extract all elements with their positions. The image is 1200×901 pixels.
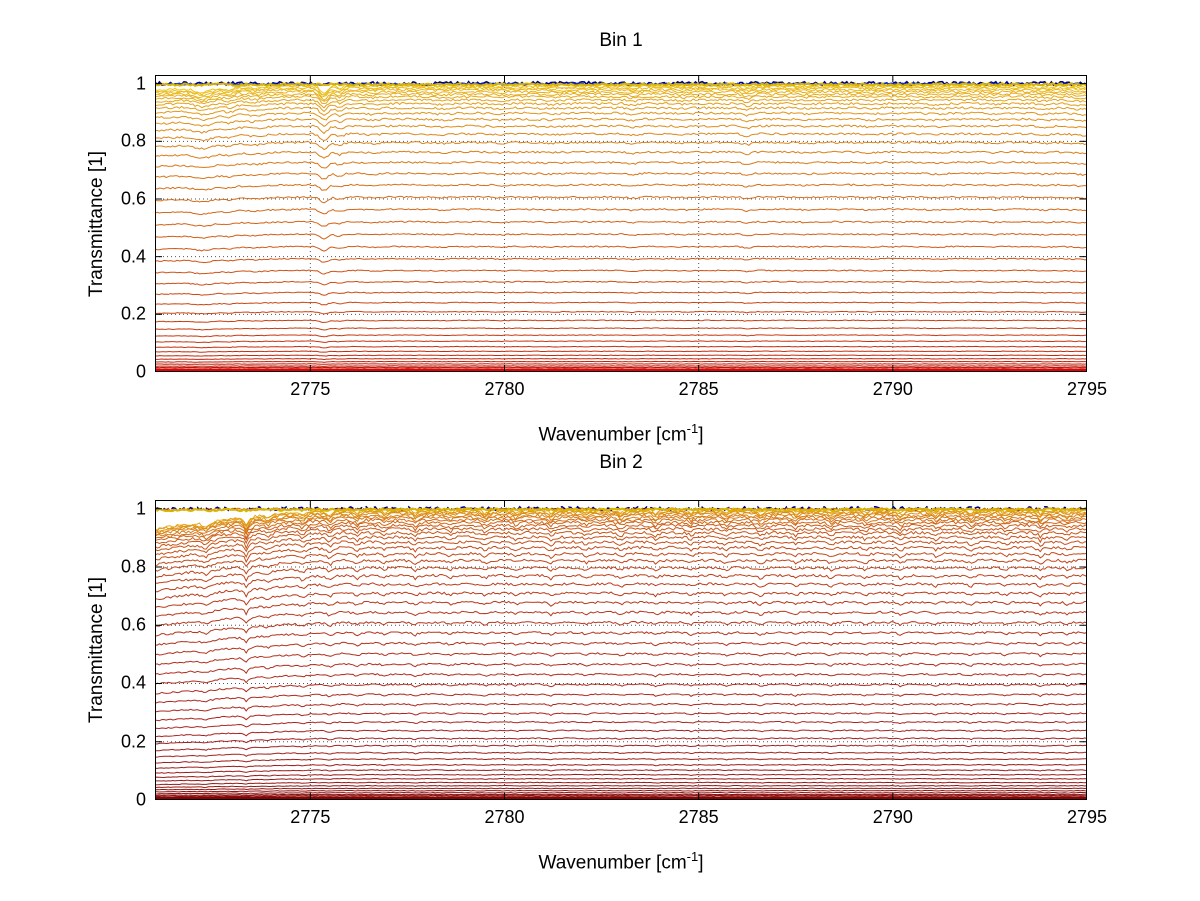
y-tick-label: 0 — [135, 789, 146, 810]
y-tick-label: 0.6 — [120, 188, 146, 209]
x-tick-label: 2795 — [1066, 379, 1108, 399]
x-tick-label: 2780 — [484, 379, 525, 399]
x-tick-label: 2790 — [872, 807, 913, 827]
y-tick-label: 0.8 — [120, 130, 146, 151]
x-tick-label: 2785 — [678, 807, 719, 827]
chart-title: Bin 2 — [599, 452, 643, 473]
x-axis-label: Wavenumber [cm-1] — [155, 849, 1087, 874]
y-tick-label: 0 — [135, 361, 146, 382]
y-tick-label: 1 — [135, 498, 146, 519]
x-axis-label-superscript: -1 — [686, 421, 699, 436]
y-tick-label: 0.4 — [120, 246, 146, 267]
chart-title: Bin 1 — [599, 30, 643, 51]
y-tick-label: 0.8 — [120, 556, 146, 577]
x-axis-label-close: ] — [698, 424, 704, 446]
x-axis-label-text: Wavenumber [cm — [538, 852, 687, 874]
x-tick-label: 2795 — [1066, 807, 1108, 827]
x-tick-label: 2790 — [872, 379, 913, 399]
plot-area-bin-2 — [155, 500, 1087, 800]
x-tick-label: 2775 — [290, 379, 331, 399]
x-axis-label-close: ] — [698, 852, 704, 874]
x-axis-label-text: Wavenumber [cm — [538, 424, 687, 446]
plot-area-bin-1 — [155, 75, 1087, 372]
x-axis-label-superscript: -1 — [686, 849, 699, 864]
y-axis-label: Transmittance [1] — [86, 576, 107, 724]
y-tick-label: 0.2 — [120, 731, 146, 752]
y-tick-label: 0.4 — [120, 672, 146, 693]
x-axis-label: Wavenumber [cm-1] — [155, 421, 1087, 446]
x-tick-label: 2775 — [290, 807, 331, 827]
y-tick-label: 1 — [135, 73, 146, 94]
x-tick-label: 2785 — [678, 379, 719, 399]
y-tick-label: 0.6 — [120, 614, 146, 635]
y-tick-label: 0.2 — [120, 303, 146, 324]
x-tick-label: 2780 — [484, 807, 525, 827]
